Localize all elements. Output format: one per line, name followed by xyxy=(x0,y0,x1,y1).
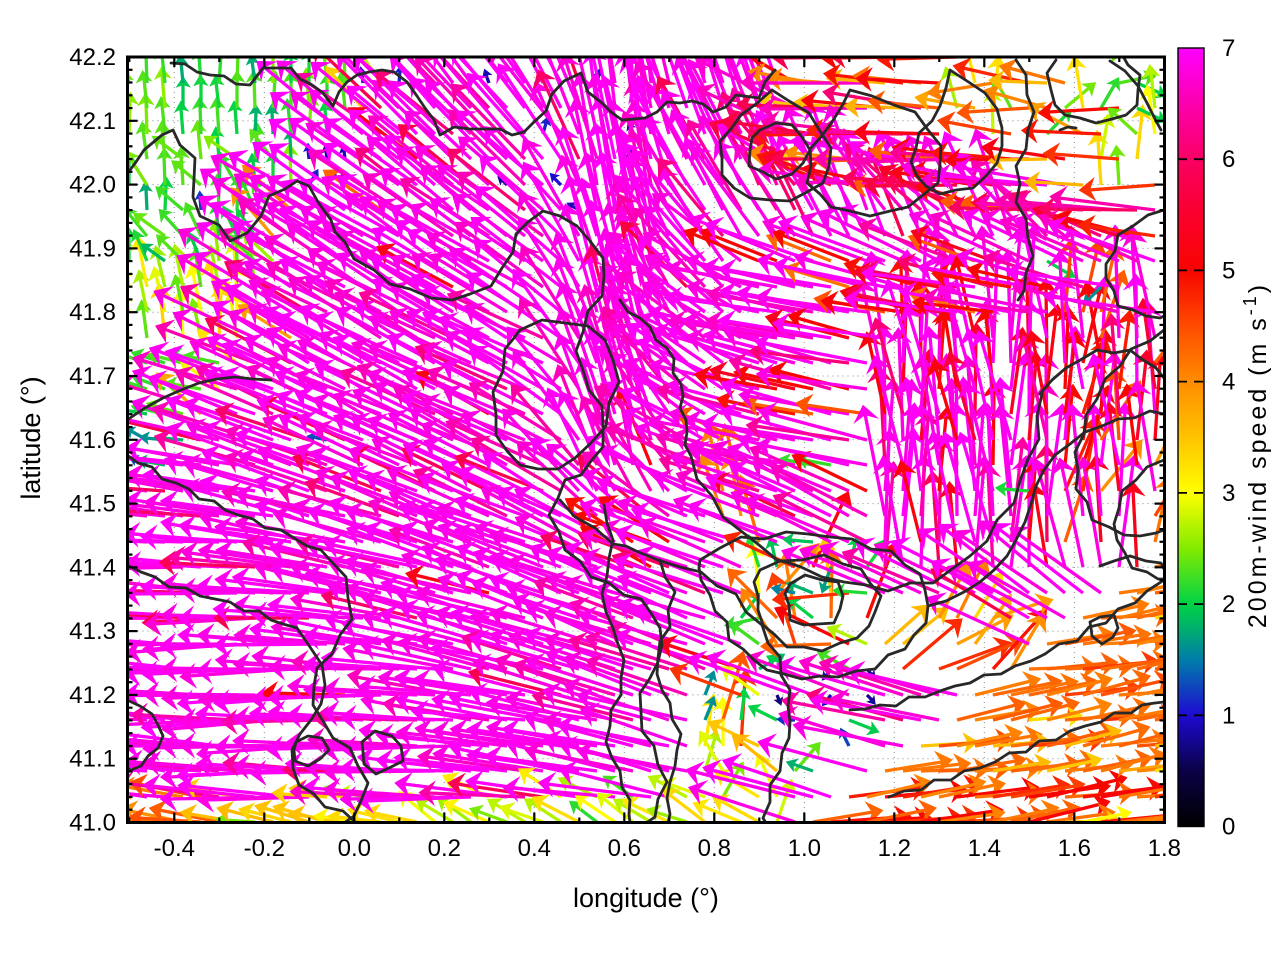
svg-text:2: 2 xyxy=(1222,591,1235,618)
svg-text:1.6: 1.6 xyxy=(1058,835,1091,862)
svg-text:0.2: 0.2 xyxy=(428,835,461,862)
svg-text:41.9: 41.9 xyxy=(69,235,116,262)
svg-text:latitude (°): latitude (°) xyxy=(16,376,46,499)
svg-text:1.2: 1.2 xyxy=(878,835,911,862)
svg-text:4: 4 xyxy=(1222,369,1235,396)
svg-text:41.7: 41.7 xyxy=(69,363,116,390)
svg-text:3: 3 xyxy=(1222,480,1235,507)
svg-text:0.6: 0.6 xyxy=(608,835,641,862)
svg-text:1: 1 xyxy=(1222,702,1235,729)
svg-text:41.6: 41.6 xyxy=(69,427,116,454)
svg-text:0.0: 0.0 xyxy=(338,835,371,862)
svg-text:-0.4: -0.4 xyxy=(154,835,195,862)
svg-text:1.8: 1.8 xyxy=(1148,835,1181,862)
svg-text:0: 0 xyxy=(1222,814,1235,841)
svg-text:7: 7 xyxy=(1222,35,1235,62)
svg-text:42.2: 42.2 xyxy=(69,44,116,71)
svg-text:-0.2: -0.2 xyxy=(244,835,285,862)
svg-text:41.2: 41.2 xyxy=(69,682,116,709)
svg-text:42.1: 42.1 xyxy=(69,108,116,135)
svg-text:longitude (°): longitude (°) xyxy=(573,883,719,913)
svg-text:41.4: 41.4 xyxy=(69,554,116,581)
svg-text:41.3: 41.3 xyxy=(69,618,116,645)
svg-text:200m-wind speed (m s-1): 200m-wind speed (m s-1) xyxy=(1240,282,1272,628)
svg-text:1.4: 1.4 xyxy=(968,835,1001,862)
svg-text:0.4: 0.4 xyxy=(518,835,551,862)
svg-text:6: 6 xyxy=(1222,146,1235,173)
svg-text:5: 5 xyxy=(1222,257,1235,284)
svg-text:0.8: 0.8 xyxy=(698,835,731,862)
svg-text:41.0: 41.0 xyxy=(69,810,116,837)
svg-text:1.0: 1.0 xyxy=(788,835,821,862)
svg-text:41.5: 41.5 xyxy=(69,491,116,518)
svg-text:41.1: 41.1 xyxy=(69,746,116,773)
svg-text:41.8: 41.8 xyxy=(69,299,116,326)
svg-text:42.0: 42.0 xyxy=(69,172,116,199)
